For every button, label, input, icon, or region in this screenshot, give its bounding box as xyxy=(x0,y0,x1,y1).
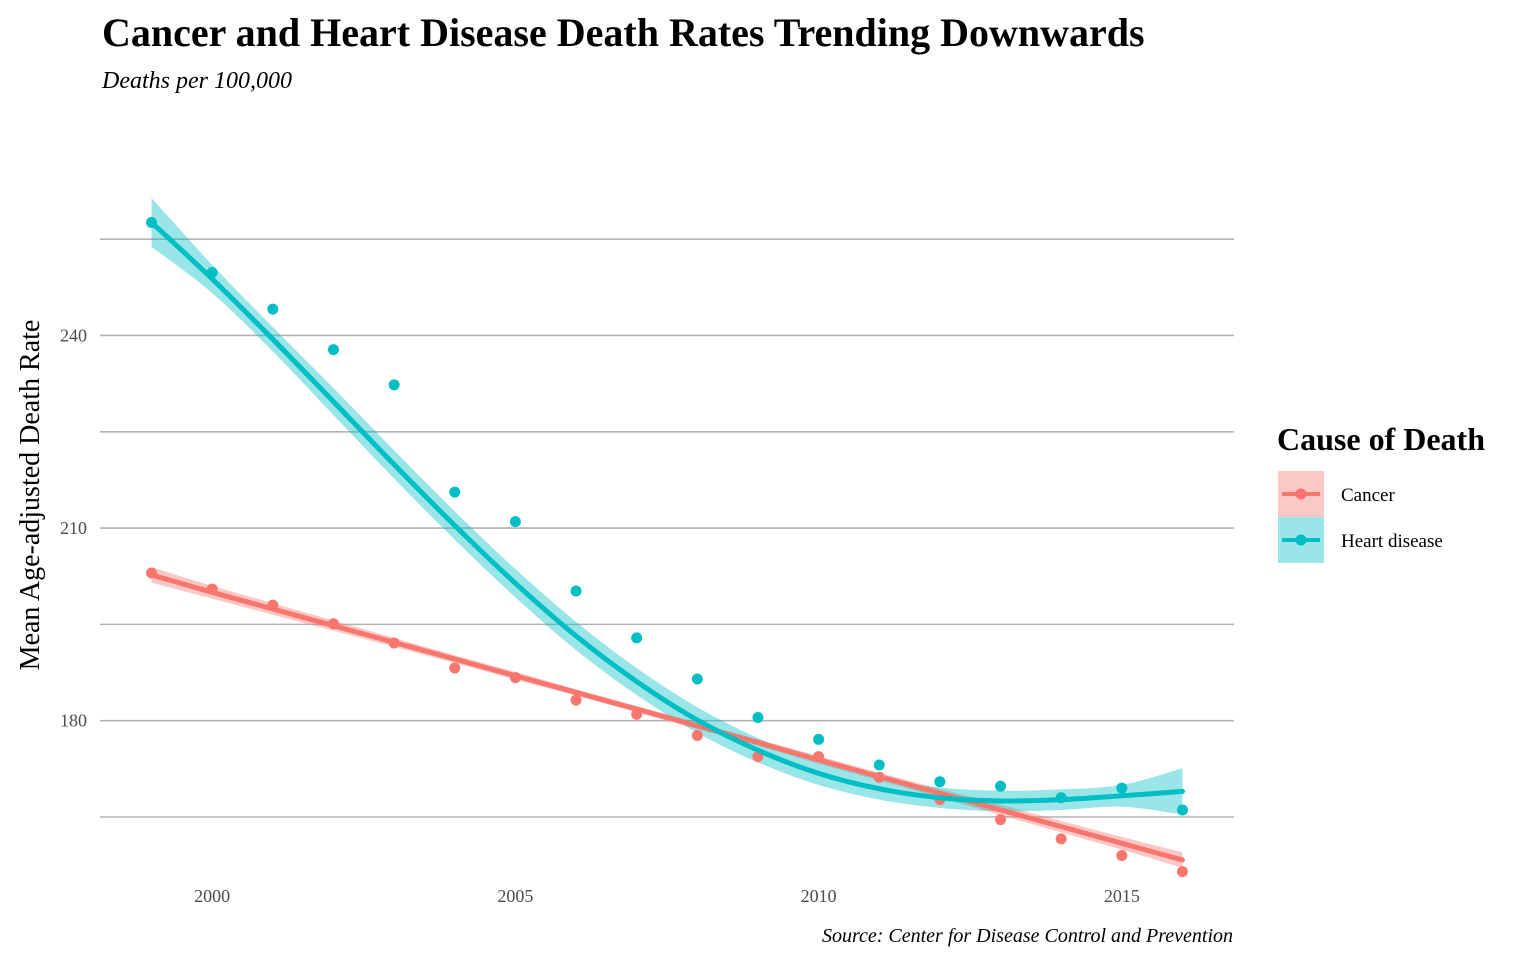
y-axis-label: Mean Age-adjusted Death Rate xyxy=(15,320,46,671)
legend-items: Cancer Heart disease xyxy=(1278,471,1443,563)
chart-subtitle: Deaths per 100,000 xyxy=(101,68,292,94)
x-tick-label: 2000 xyxy=(194,886,230,906)
data-point-heart-disease xyxy=(449,486,461,498)
x-tick-labels: 2000 2005 2010 2015 xyxy=(194,886,1140,906)
data-point-heart-disease xyxy=(1116,782,1128,794)
data-point-cancer xyxy=(570,694,582,706)
trend-line-heart-disease xyxy=(149,219,1185,804)
y-tick-label: 180 xyxy=(60,711,87,731)
legend: Cause of Death Cancer Heart disease xyxy=(1277,421,1485,563)
y-tick-label: 240 xyxy=(60,325,87,345)
data-point-cancer xyxy=(1176,866,1188,878)
data-point-heart-disease xyxy=(752,711,764,723)
trend-lines xyxy=(149,219,1185,863)
chart-title: Cancer and Heart Disease Death Rates Tre… xyxy=(102,10,1145,55)
data-point-heart-disease xyxy=(934,776,946,788)
data-point-heart-disease xyxy=(691,673,703,685)
data-point-cancer xyxy=(691,729,703,741)
data-point-heart-disease xyxy=(813,733,825,745)
data-point-heart-disease xyxy=(995,780,1007,792)
data-point-heart-disease xyxy=(570,585,582,597)
trend-line-cancer xyxy=(149,572,1185,863)
legend-key-point xyxy=(1295,534,1307,546)
data-point-heart-disease xyxy=(1176,804,1188,816)
gridlines xyxy=(100,238,1234,818)
legend-item-heart-disease: Heart disease xyxy=(1278,517,1443,563)
data-point-cancer xyxy=(1116,850,1128,862)
data-points xyxy=(146,216,1188,878)
x-tick-label: 2005 xyxy=(497,886,533,906)
data-point-heart-disease xyxy=(631,632,643,644)
legend-title: Cause of Death xyxy=(1277,421,1485,457)
chart-caption: Source: Center for Disease Control and P… xyxy=(822,925,1233,947)
data-point-heart-disease xyxy=(509,516,521,528)
legend-item-cancer: Cancer xyxy=(1278,471,1395,517)
confidence-bands xyxy=(151,198,1183,868)
data-point-heart-disease xyxy=(388,379,400,391)
data-point-cancer xyxy=(1055,833,1067,845)
x-tick-label: 2010 xyxy=(801,886,837,906)
legend-label-cancer: Cancer xyxy=(1341,485,1395,506)
data-point-heart-disease xyxy=(327,344,339,356)
data-point-cancer xyxy=(995,814,1007,826)
x-tick-label: 2015 xyxy=(1104,886,1140,906)
data-point-cancer xyxy=(449,662,461,674)
data-point-heart-disease xyxy=(873,759,885,771)
y-tick-labels: 180 210 240 xyxy=(60,325,87,730)
legend-key-point xyxy=(1295,488,1307,500)
legend-label-heart-disease: Heart disease xyxy=(1341,531,1443,552)
y-tick-label: 210 xyxy=(60,518,87,538)
confidence-band-heart-disease xyxy=(151,198,1183,815)
data-point-heart-disease xyxy=(267,303,279,315)
